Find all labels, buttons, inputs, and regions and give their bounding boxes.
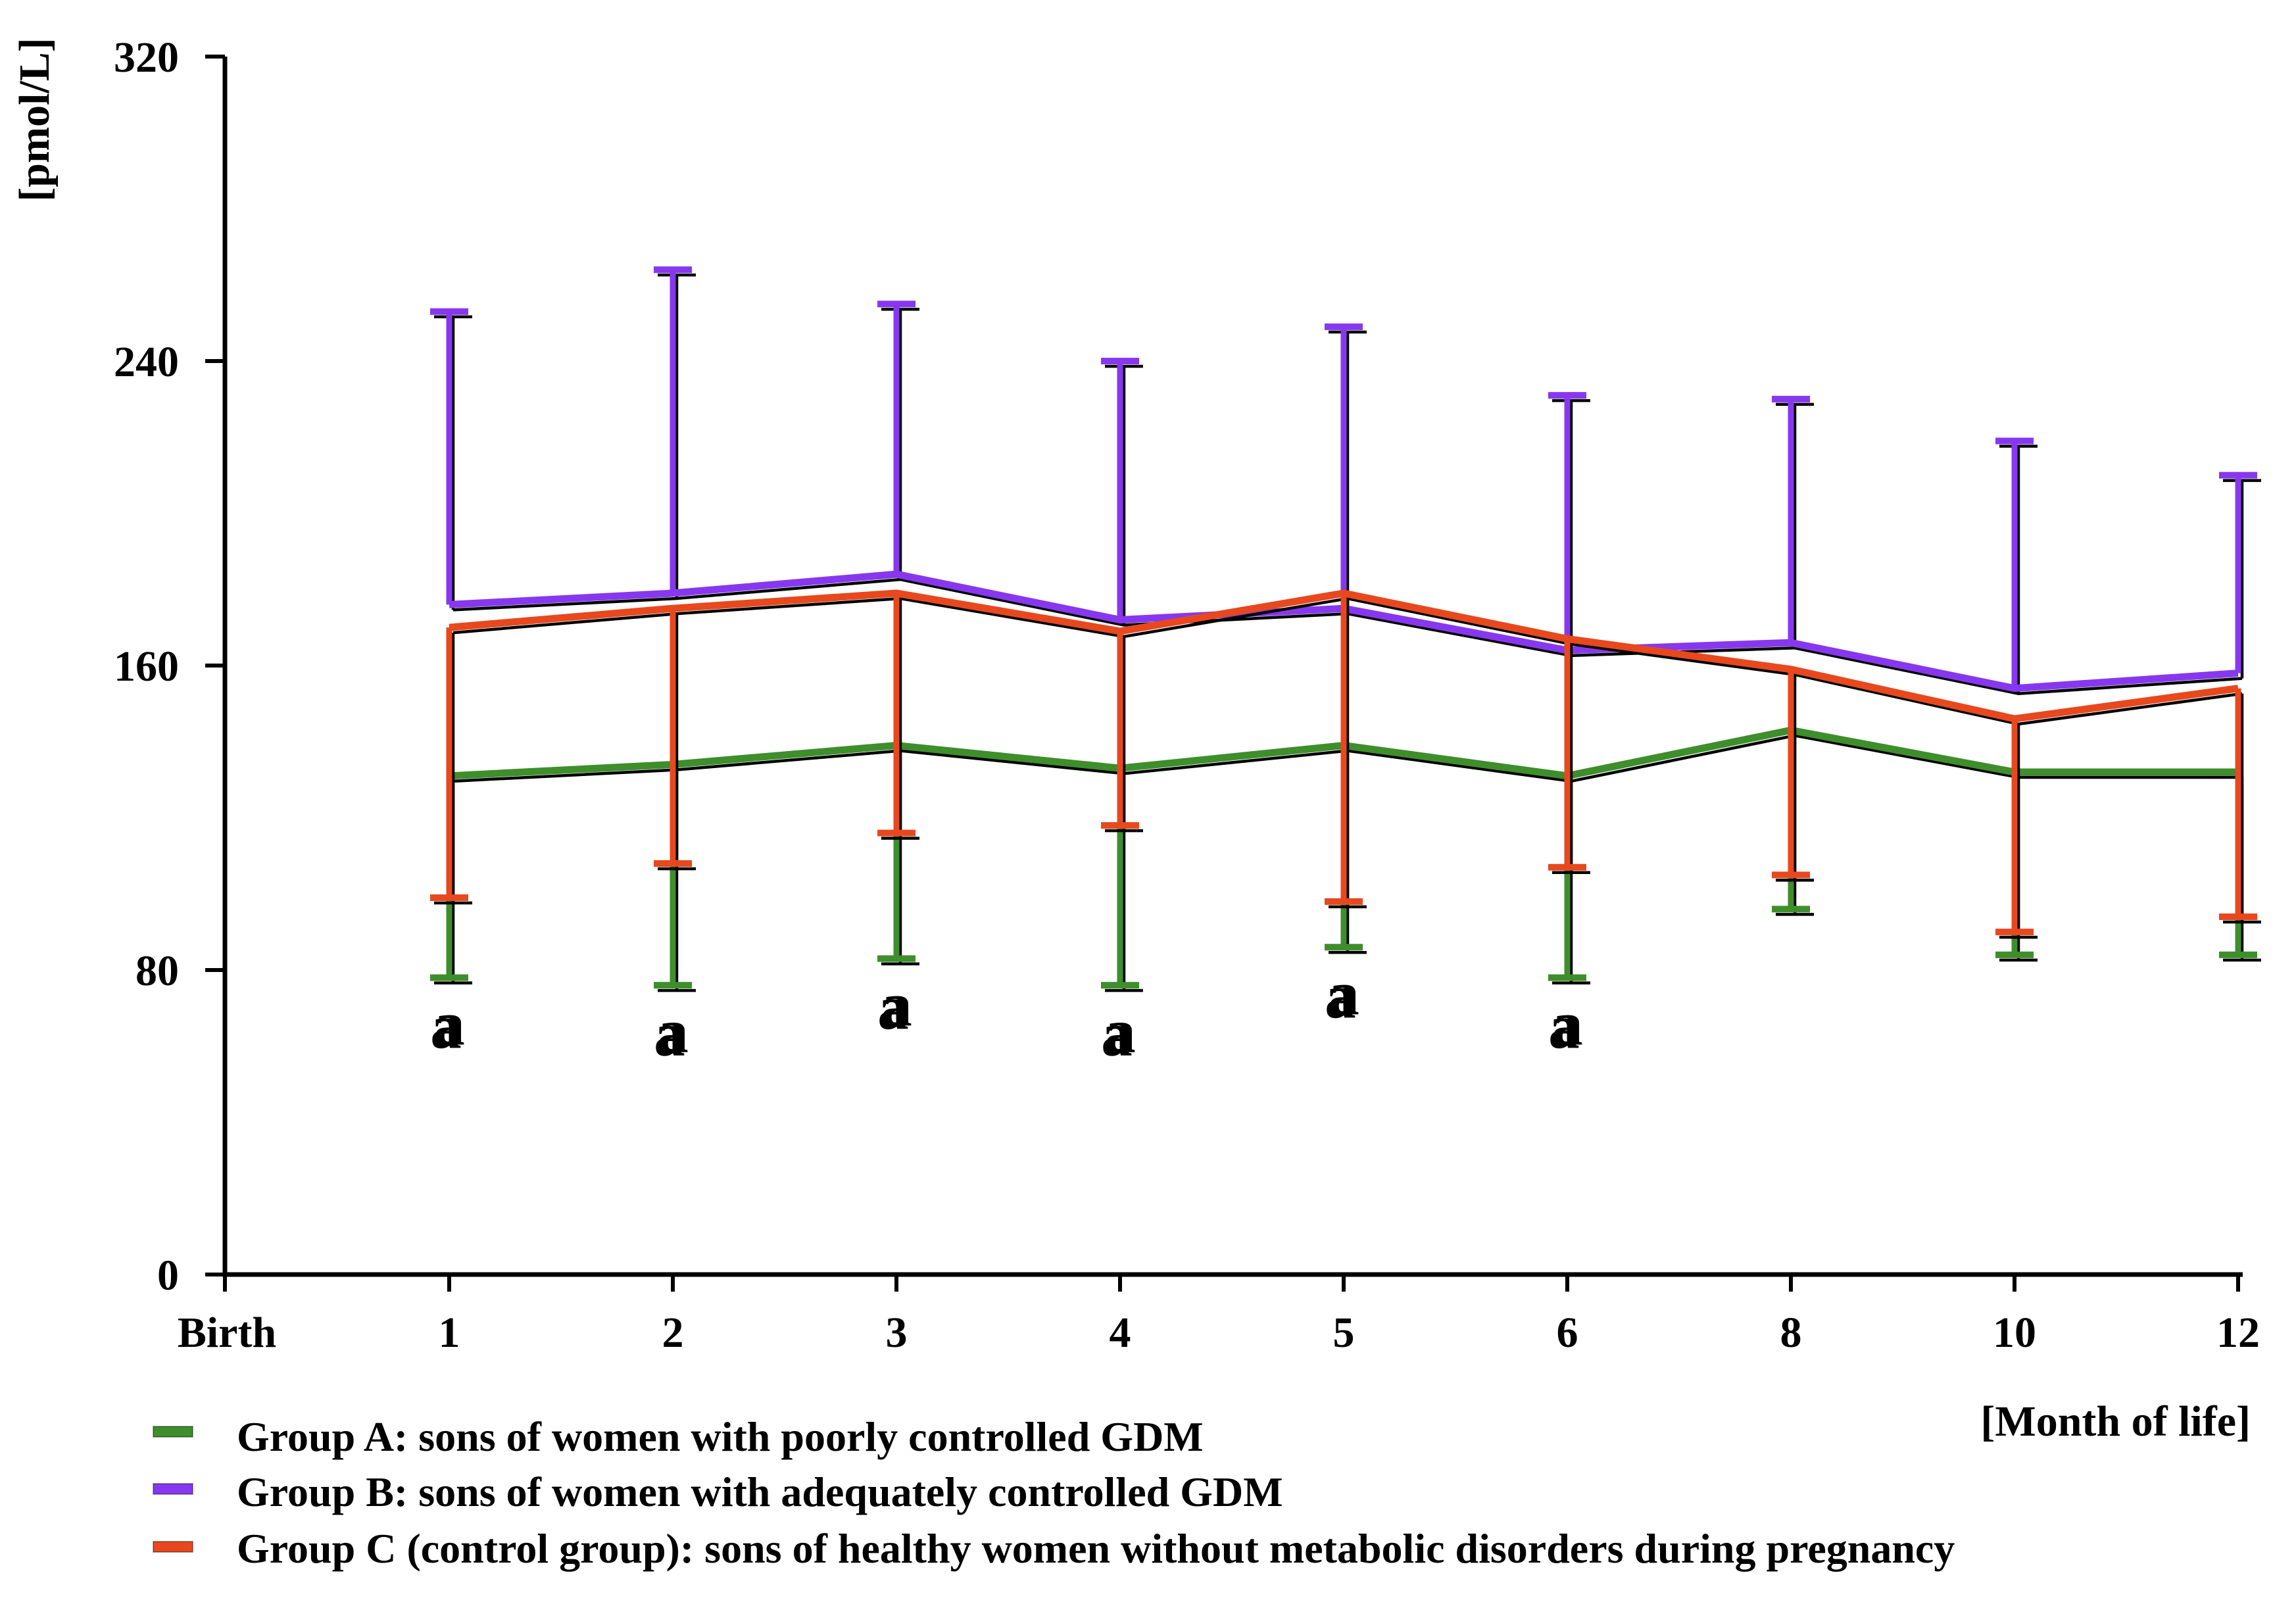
x-tick-label: 5 [1333, 1309, 1355, 1357]
legend-item-group-a: Group A: sons of women with poorly contr… [153, 1413, 1204, 1460]
data-line-group-c [449, 589, 2239, 723]
x-tick-label: 4 [1110, 1309, 1131, 1357]
annotation-a: a [881, 970, 912, 1040]
annotation-a: a [433, 989, 465, 1059]
annotation-shadow: a [1101, 1000, 1133, 1069]
legend-swatch-group-c [153, 1541, 193, 1553]
x-tick-label: 8 [1780, 1309, 1802, 1357]
annotation-a: a [657, 996, 689, 1066]
legend-swatch-group-b [153, 1483, 193, 1495]
x-axis-unit-label: [Month of life] [1980, 1397, 2251, 1446]
annotation-a: a [1551, 989, 1583, 1059]
y-axis-unit-label: [pmol/L] [11, 37, 59, 201]
annotation-shadow: a [654, 1000, 685, 1069]
legend-swatch-group-a [153, 1426, 193, 1438]
annotation-a: a [1104, 996, 1136, 1066]
y-tick-label: 160 [114, 643, 179, 691]
legend-label-group-b: Group B: sons of women with adequately c… [237, 1469, 1283, 1515]
x-tick-label-birth: Birth [178, 1309, 276, 1357]
y-tick-label: 80 [135, 947, 179, 995]
legend-label-group-c: Group C (control group): sons of healthy… [237, 1525, 1955, 1572]
x-tick-label: 2 [662, 1309, 684, 1357]
x-tick-label: 6 [1557, 1309, 1578, 1357]
y-axis-ticks: 0 80 160 240 320 [114, 34, 225, 1300]
series-shadow-group-c [434, 596, 2261, 939]
annotation-a: a [1328, 958, 1359, 1028]
y-tick-label: 320 [114, 34, 179, 82]
annotation-shadow: a [1325, 961, 1356, 1031]
x-axis-ticks: Birth 1 2 3 4 5 6 8 10 12 [178, 1275, 2260, 1357]
annotation-shadow: a [1548, 992, 1580, 1062]
legend-label-group-a: Group A: sons of women with poorly contr… [237, 1413, 1204, 1460]
plot-series [430, 266, 2261, 992]
x-tick-label: 1 [439, 1309, 460, 1357]
legend-item-group-c: Group C (control group): sons of healthy… [153, 1525, 1955, 1572]
annotation-shadow: a [877, 973, 909, 1043]
significance-annotations: aa aa aa aa aa aa [430, 958, 1583, 1069]
x-tick-label: 3 [886, 1309, 908, 1357]
axes [222, 57, 2243, 1277]
annotation-shadow: a [430, 992, 462, 1062]
y-tick-label: 240 [114, 338, 179, 386]
x-tick-label: 10 [1993, 1309, 2036, 1357]
legend-item-group-b: Group B: sons of women with adequately c… [153, 1469, 1283, 1515]
x-tick-label: 12 [2216, 1309, 2260, 1357]
y-tick-label: 0 [157, 1252, 179, 1300]
series-group-c [430, 589, 2261, 939]
legend: Group A: sons of women with poorly contr… [153, 1413, 1955, 1572]
